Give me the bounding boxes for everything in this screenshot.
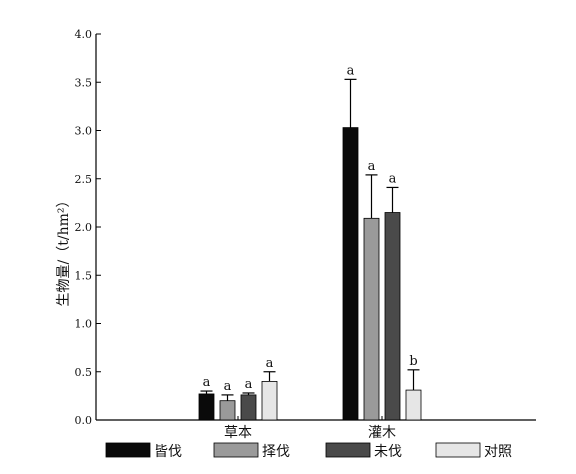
bar <box>384 212 401 421</box>
y-axis: 0.0 0.5 1.0 1.5 2.0 2.5 3.0 3.5 4.0 <box>75 28 101 427</box>
significance-label: a <box>203 375 211 390</box>
significance-label: a <box>389 171 397 186</box>
bar <box>198 393 215 421</box>
legend-label: 对照 <box>484 444 512 460</box>
y-tick-label: 4.0 <box>75 28 93 41</box>
x-axis: 草本 灌木 <box>96 416 536 441</box>
legend-swatch <box>435 442 481 458</box>
y-ticks: 0.0 0.5 1.0 1.5 2.0 2.5 3.0 3.5 4.0 <box>75 28 101 427</box>
legend-label: 皆伐 <box>154 444 182 460</box>
y-tick-label: 0.0 <box>75 414 93 427</box>
significance-label: a <box>266 356 274 371</box>
significance-label: a <box>368 159 376 174</box>
x-tick-label: 灌木 <box>368 425 396 441</box>
y-tick-label: 1.0 <box>75 318 93 331</box>
legend-swatch <box>213 442 259 458</box>
y-tick-label: 0.5 <box>75 366 93 379</box>
legend-label: 择伐 <box>262 444 290 460</box>
y-tick-label: 2.5 <box>75 173 93 186</box>
significance-label: a <box>347 63 355 78</box>
x-tick-label: 草本 <box>224 425 252 441</box>
bar <box>405 389 422 421</box>
y-axis-title: 生物量/（t/hm²） <box>56 194 72 307</box>
bar <box>342 127 359 421</box>
bar <box>363 217 380 421</box>
legend-swatch <box>105 442 151 458</box>
y-tick-label: 2.0 <box>75 221 93 234</box>
legend-label: 未伐 <box>374 444 402 460</box>
legend: 皆伐 择伐 未伐 对照 <box>105 442 512 460</box>
bar <box>219 400 236 421</box>
y-tick-label: 3.0 <box>75 125 93 138</box>
significance-label: a <box>245 377 253 392</box>
legend-swatch <box>325 442 371 458</box>
significance-label: b <box>409 354 417 369</box>
x-ticks: 草本 灌木 <box>224 416 396 441</box>
bar <box>240 394 257 421</box>
y-tick-label: 1.5 <box>75 269 93 282</box>
y-tick-label: 3.5 <box>75 76 93 89</box>
significance-label: a <box>224 379 232 394</box>
bar <box>261 380 278 421</box>
